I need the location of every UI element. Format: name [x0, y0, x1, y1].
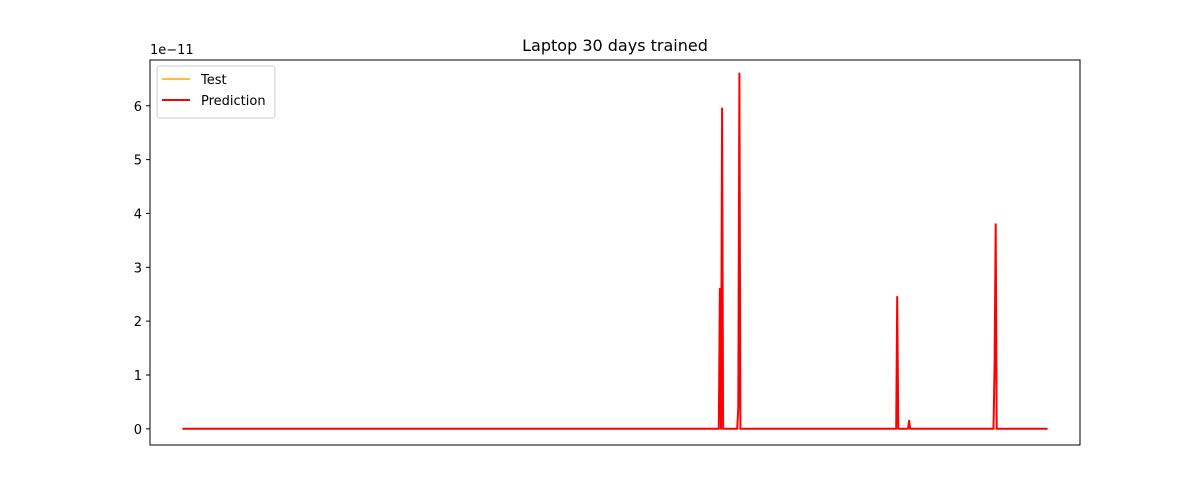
y-tick-label: 5	[134, 154, 142, 169]
plot-area-frame	[149, 59, 1081, 446]
series-line-prediction	[182, 72, 1048, 430]
y-tick-label: 3	[134, 261, 142, 276]
y-tick-label: 6	[134, 100, 142, 115]
chart-title: Laptop 30 days trained	[522, 36, 708, 55]
y-tick-label: 1	[134, 369, 142, 384]
y-axis-scale-label: 1e−11	[150, 43, 194, 58]
legend-label-prediction: Prediction	[201, 94, 266, 109]
y-tick-label: 4	[134, 207, 142, 222]
legend-label-test: Test	[200, 73, 227, 88]
legend: Test Prediction	[156, 65, 276, 119]
y-axis: 0 1 2 3 4 5 6	[134, 100, 150, 438]
plot-lines	[182, 72, 1048, 430]
y-tick-label: 0	[134, 423, 142, 438]
y-tick-label: 2	[134, 315, 142, 330]
